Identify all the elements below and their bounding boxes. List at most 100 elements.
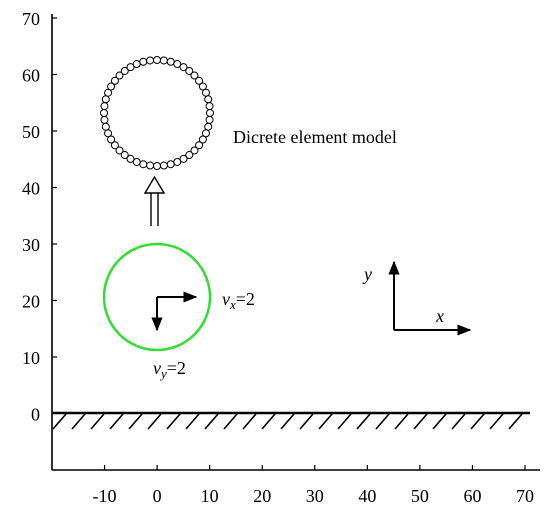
vy-eq: =2 — [167, 358, 186, 378]
vx-sub: x — [229, 297, 236, 312]
y-tick-label: 50 — [22, 122, 40, 142]
vx-symbol: v — [222, 289, 230, 309]
y-tick-label: 30 — [22, 235, 40, 255]
vy-sub: y — [159, 366, 167, 381]
element — [166, 160, 175, 169]
y-tick-label: 70 — [22, 9, 40, 29]
element — [201, 88, 210, 97]
element — [115, 71, 124, 80]
vy-symbol: v — [153, 358, 161, 378]
arrow-head — [143, 175, 166, 194]
hatch-line — [261, 413, 276, 430]
element — [132, 157, 141, 166]
element — [204, 95, 213, 104]
element — [132, 60, 141, 69]
element — [101, 122, 110, 131]
element — [100, 109, 108, 117]
y-tick-label: 0 — [31, 405, 40, 425]
element — [198, 82, 207, 91]
element — [104, 129, 113, 138]
x-tick-label: -10 — [93, 486, 117, 506]
hatch-line — [128, 413, 143, 430]
element — [205, 102, 214, 111]
hatch-line — [299, 413, 314, 430]
element — [120, 151, 129, 160]
element — [101, 95, 110, 104]
element — [110, 76, 119, 85]
element — [120, 66, 129, 75]
transform-arrow — [143, 175, 166, 226]
particle — [102, 242, 212, 352]
hatch-line — [318, 413, 333, 430]
x-tick-label: 20 — [253, 486, 271, 506]
hatch-line — [337, 413, 352, 430]
element — [206, 109, 214, 117]
element — [204, 122, 213, 131]
discrete-element-ring — [100, 56, 214, 170]
element — [126, 154, 135, 163]
element — [153, 162, 161, 170]
element — [198, 135, 207, 144]
element — [107, 135, 116, 144]
element — [190, 71, 199, 80]
element — [104, 88, 113, 97]
element — [173, 60, 182, 69]
hatch-line — [71, 413, 86, 430]
element — [146, 56, 155, 65]
frame — [51, 14, 540, 471]
hatch-line — [432, 413, 447, 430]
element — [100, 102, 109, 111]
x-tick-label: 70 — [516, 486, 534, 506]
element — [139, 160, 148, 169]
element — [201, 129, 210, 138]
element — [179, 154, 188, 163]
vx-eq: =2 — [236, 289, 255, 309]
x-tick-label: 50 — [411, 486, 429, 506]
y-tick-label: 20 — [22, 292, 40, 312]
x-tick-label: 10 — [201, 486, 219, 506]
x-tick-label: 30 — [306, 486, 324, 506]
element — [107, 82, 116, 91]
element — [205, 115, 214, 124]
element — [166, 57, 175, 66]
x-tick-label: 40 — [358, 486, 376, 506]
hatch-line — [356, 413, 371, 430]
element — [179, 63, 188, 72]
hatch-line — [204, 413, 219, 430]
hatch-line — [90, 413, 105, 430]
element — [159, 161, 168, 170]
hatch-line — [451, 413, 466, 430]
element — [173, 157, 182, 166]
coord-y-label: y — [362, 264, 372, 284]
element — [139, 57, 148, 66]
ground-hatch — [52, 413, 523, 430]
hatch-line — [109, 413, 124, 430]
hatch-line — [147, 413, 162, 430]
hatch-line — [223, 413, 238, 430]
vy-label: vy=2 — [153, 358, 186, 381]
element — [195, 141, 204, 150]
element — [153, 56, 161, 64]
hatch-line — [52, 413, 67, 430]
element — [159, 56, 168, 65]
element — [185, 151, 194, 160]
coord-x-label: x — [435, 306, 444, 326]
y-tick-label: 60 — [22, 66, 40, 86]
hatch-line — [166, 413, 181, 430]
model-label: Dicrete element model — [233, 127, 397, 147]
element — [110, 141, 119, 150]
element — [190, 146, 199, 155]
hatch-line — [394, 413, 409, 430]
x-tick-label: 0 — [153, 486, 162, 506]
y-tick-label: 10 — [22, 348, 40, 368]
hatch-line — [375, 413, 390, 430]
element — [195, 76, 204, 85]
y-tick-label: 40 — [22, 179, 40, 199]
x-tick-label: 60 — [463, 486, 481, 506]
vx-label: vx=2 — [222, 289, 255, 312]
element — [126, 63, 135, 72]
hatch-line — [508, 413, 523, 430]
element — [115, 146, 124, 155]
element — [100, 115, 109, 124]
